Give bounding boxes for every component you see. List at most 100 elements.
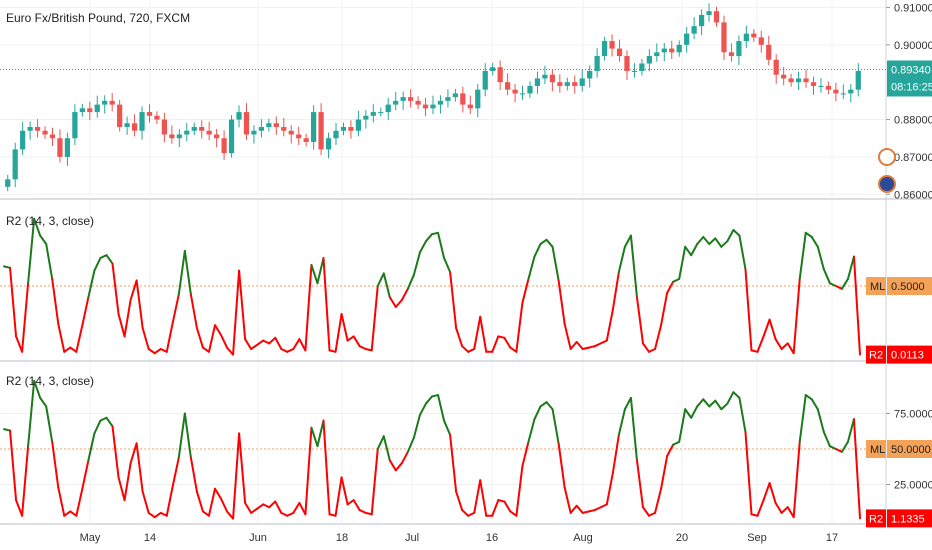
eu-flag-icon[interactable]	[879, 176, 895, 192]
r2-segment[interactable]	[565, 324, 571, 349]
candle[interactable]	[669, 41, 674, 59]
r2-segment[interactable]	[770, 483, 776, 503]
candle-body[interactable]	[721, 22, 726, 52]
r2-segment[interactable]	[842, 442, 848, 452]
candle[interactable]	[766, 36, 771, 66]
candle-body[interactable]	[393, 101, 398, 105]
candle[interactable]	[177, 129, 182, 147]
time-tick-label[interactable]: 18	[336, 532, 348, 544]
candle-body[interactable]	[699, 15, 704, 26]
price-tick-label[interactable]: 0.88000	[894, 115, 932, 127]
candle-body[interactable]	[826, 86, 831, 90]
time-tick-label[interactable]: 14	[144, 532, 156, 544]
candle-body[interactable]	[244, 112, 249, 134]
candle[interactable]	[856, 63, 861, 96]
candle-body[interactable]	[744, 34, 749, 41]
candle-body[interactable]	[512, 90, 517, 94]
r2-segment[interactable]	[46, 244, 52, 279]
r2-segment[interactable]	[94, 421, 100, 434]
candle[interactable]	[214, 129, 219, 147]
r2-segment[interactable]	[390, 460, 396, 470]
r2-segment[interactable]	[480, 317, 486, 352]
r2-segment[interactable]	[739, 398, 745, 432]
candle-body[interactable]	[192, 127, 197, 131]
r2-segment[interactable]	[438, 395, 444, 421]
r2-segment[interactable]	[125, 463, 131, 500]
r2-segment[interactable]	[800, 233, 806, 279]
r2-segment[interactable]	[209, 489, 215, 516]
candle[interactable]	[65, 133, 70, 166]
candle-body[interactable]	[229, 120, 234, 154]
candle-body[interactable]	[139, 112, 144, 131]
candle[interactable]	[826, 81, 831, 94]
r2-segment[interactable]	[541, 402, 547, 406]
r2-segment[interactable]	[245, 503, 251, 513]
candle[interactable]	[468, 96, 473, 114]
r2-segment[interactable]	[800, 395, 806, 442]
r2-segment[interactable]	[179, 414, 185, 458]
r2-segment[interactable]	[137, 280, 143, 328]
candle-body[interactable]	[475, 90, 480, 109]
r2-segment[interactable]	[372, 286, 378, 350]
candle-body[interactable]	[527, 86, 532, 93]
candle[interactable]	[192, 123, 197, 136]
candle[interactable]	[35, 119, 40, 137]
candle[interactable]	[386, 98, 391, 120]
r2-segment[interactable]	[571, 342, 577, 349]
time-tick-label[interactable]: Jun	[249, 532, 267, 544]
r2-segment[interactable]	[547, 240, 553, 247]
candle-body[interactable]	[751, 34, 756, 38]
r2-segment[interactable]	[402, 452, 408, 463]
candle[interactable]	[714, 7, 719, 27]
candle[interactable]	[423, 98, 428, 116]
r2-segment[interactable]	[492, 336, 498, 351]
r2-segment[interactable]	[848, 257, 854, 279]
r2-segment[interactable]	[40, 398, 46, 407]
candle-body[interactable]	[595, 56, 600, 71]
candle-body[interactable]	[729, 52, 734, 56]
r2-segment[interactable]	[299, 503, 305, 514]
r2-segment[interactable]	[293, 339, 299, 349]
candle[interactable]	[654, 43, 659, 61]
r2-segment[interactable]	[788, 507, 794, 517]
candle-body[interactable]	[169, 134, 174, 138]
candle[interactable]	[751, 29, 756, 42]
r2-lower-axis[interactable]: 75.000025.0000ML 50.0000R2 1.1335	[866, 409, 932, 528]
r2-segment[interactable]	[727, 392, 733, 403]
candle-body[interactable]	[505, 82, 510, 89]
r2-segment[interactable]	[46, 406, 52, 442]
candle-body[interactable]	[57, 138, 62, 157]
candle[interactable]	[221, 130, 226, 160]
candle-body[interactable]	[386, 105, 391, 112]
r2-segment[interactable]	[450, 435, 456, 492]
r2-segment[interactable]	[70, 348, 76, 352]
candle[interactable]	[684, 27, 689, 53]
candle-body[interactable]	[110, 101, 115, 105]
r2-segment[interactable]	[553, 247, 559, 281]
candle-body[interactable]	[602, 41, 607, 56]
candle-body[interactable]	[430, 105, 435, 109]
candle-body[interactable]	[692, 26, 697, 33]
r2-segment[interactable]	[559, 280, 565, 323]
r2-segment[interactable]	[715, 238, 721, 246]
r2-segment[interactable]	[28, 219, 34, 283]
candle[interactable]	[542, 66, 547, 84]
candle-body[interactable]	[781, 75, 786, 79]
candle-body[interactable]	[147, 112, 152, 116]
candle[interactable]	[811, 77, 816, 95]
r2-segment[interactable]	[113, 264, 119, 314]
r2-segment[interactable]	[311, 428, 317, 446]
r2-segment[interactable]	[577, 506, 583, 513]
r2-segment[interactable]	[715, 401, 721, 410]
r2-segment[interactable]	[565, 487, 571, 513]
candle[interactable]	[80, 104, 85, 117]
r2-segment[interactable]	[818, 247, 824, 269]
candle[interactable]	[475, 84, 480, 117]
candle-body[interactable]	[639, 64, 644, 71]
r2-segment[interactable]	[185, 414, 191, 458]
candle-body[interactable]	[565, 82, 570, 86]
r2-segment[interactable]	[88, 271, 94, 298]
r2-segment[interactable]	[607, 310, 613, 341]
r2-segment[interactable]	[643, 507, 649, 516]
